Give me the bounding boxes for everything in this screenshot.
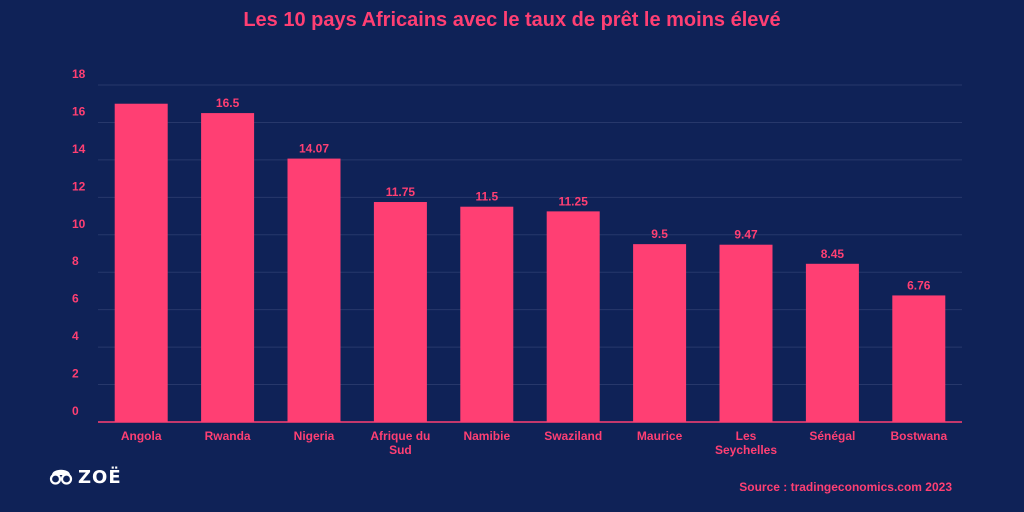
x-tick-label: Bostwana [890, 429, 947, 443]
y-tick-label: 10 [72, 217, 86, 231]
y-tick-label: 2 [72, 367, 79, 381]
y-tick-label: 6 [72, 292, 79, 306]
x-tick-label: Nigeria [294, 429, 335, 443]
bar [114, 103, 168, 422]
glasses-face-icon [49, 469, 73, 485]
data-label: 11.25 [559, 194, 589, 208]
bar [892, 295, 946, 422]
y-tick-label: 0 [72, 404, 79, 418]
data-label: 9.5 [651, 227, 668, 241]
data-label: 6.76 [907, 278, 931, 292]
data-label: 14.07 [299, 142, 329, 156]
x-tick-label: Afrique du [370, 429, 430, 443]
x-tick-label: Namibie [463, 429, 510, 443]
y-tick-label: 16 [72, 104, 86, 118]
y-tick-label: 12 [72, 179, 86, 193]
x-tick-label: Rwanda [205, 429, 251, 443]
bar [460, 206, 514, 422]
bar [287, 158, 341, 422]
x-tick-label: Maurice [637, 429, 683, 443]
data-label: 11.5 [475, 190, 498, 204]
data-label: 8.45 [821, 247, 845, 261]
y-tick-label: 18 [72, 67, 86, 81]
y-tick-label: 14 [72, 142, 86, 156]
x-tick-label: Sud [389, 443, 412, 457]
x-tick-label: Seychelles [715, 443, 777, 457]
bar [373, 202, 427, 422]
data-label: 11.75 [386, 185, 416, 199]
x-tick-label: Les [736, 429, 757, 443]
data-label: 9.47 [734, 228, 758, 242]
bar [719, 244, 773, 422]
x-tick-label: Swaziland [544, 429, 602, 443]
x-tick-label: Angola [121, 429, 162, 443]
y-tick-label: 8 [72, 254, 79, 268]
logo: ZOË [48, 466, 122, 488]
bar [633, 244, 687, 422]
bar [546, 211, 600, 422]
x-tick-label: Sénégal [809, 429, 855, 443]
data-label: 16.5 [216, 96, 240, 110]
source-note: Source : tradingeconomics.com 2023 [739, 480, 952, 494]
logo-text: ZOË [78, 466, 122, 488]
bar [201, 113, 255, 422]
y-tick-label: 4 [72, 329, 79, 343]
bar [805, 263, 859, 422]
chart-title: Les 10 pays Africains avec le taux de pr… [243, 9, 781, 31]
